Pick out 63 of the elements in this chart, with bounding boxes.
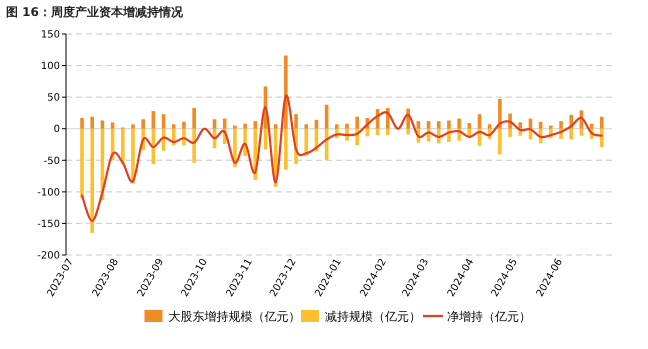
bar [324,104,328,129]
legend-label: 大股东增持规模（亿元） [168,310,300,324]
bar [80,128,84,198]
bar [569,128,574,140]
bar [233,126,237,129]
bar [253,121,258,129]
bar [110,122,114,129]
bar [406,128,410,134]
bar [447,120,451,129]
bar [284,128,288,170]
y-tick-label: -50 [44,156,60,167]
bar [90,116,94,129]
bar [590,124,594,129]
bar [559,121,563,129]
bar [538,122,542,129]
bar [580,128,584,136]
bar [131,128,135,184]
bar [386,128,390,136]
bar [264,128,268,150]
bar [243,124,247,129]
bar [192,108,196,129]
bar [416,121,420,129]
bar [80,118,84,129]
y-tick-label: 50 [47,92,60,104]
bar [600,116,604,129]
bar [457,118,461,129]
bar [120,128,125,164]
bar [324,128,328,160]
bar [345,124,349,129]
bar [162,114,166,129]
bar [478,114,482,129]
chart-title: 图 16：周度产业资本增减持情况 [6,5,184,19]
bar [141,119,145,129]
bar [366,128,370,136]
bar [314,120,318,129]
y-tick-label: -150 [37,218,60,230]
bar [182,122,186,129]
y-tick-label: -200 [37,250,60,262]
bar [304,128,308,156]
bar [192,128,196,163]
bar [549,126,553,129]
bar [376,128,380,136]
bar [436,121,441,129]
bar [355,116,359,129]
bar [90,128,94,233]
y-tick-label: 150 [40,30,60,40]
bar [468,123,472,129]
y-tick-label: -100 [37,187,60,198]
bar [528,118,532,129]
bar [152,128,156,164]
y-tick-label: 0 [54,124,60,136]
bar [222,118,227,129]
bar [212,119,216,129]
bar [508,128,512,137]
bar [152,111,156,129]
y-tick-label: 100 [40,61,60,72]
bar [100,120,104,129]
bar [131,124,135,129]
bar [294,114,298,129]
legend-label: 净增持（亿元） [447,310,531,324]
legend-label: 减持规模（亿元） [325,310,421,324]
bar [498,128,502,155]
bar [426,121,430,129]
